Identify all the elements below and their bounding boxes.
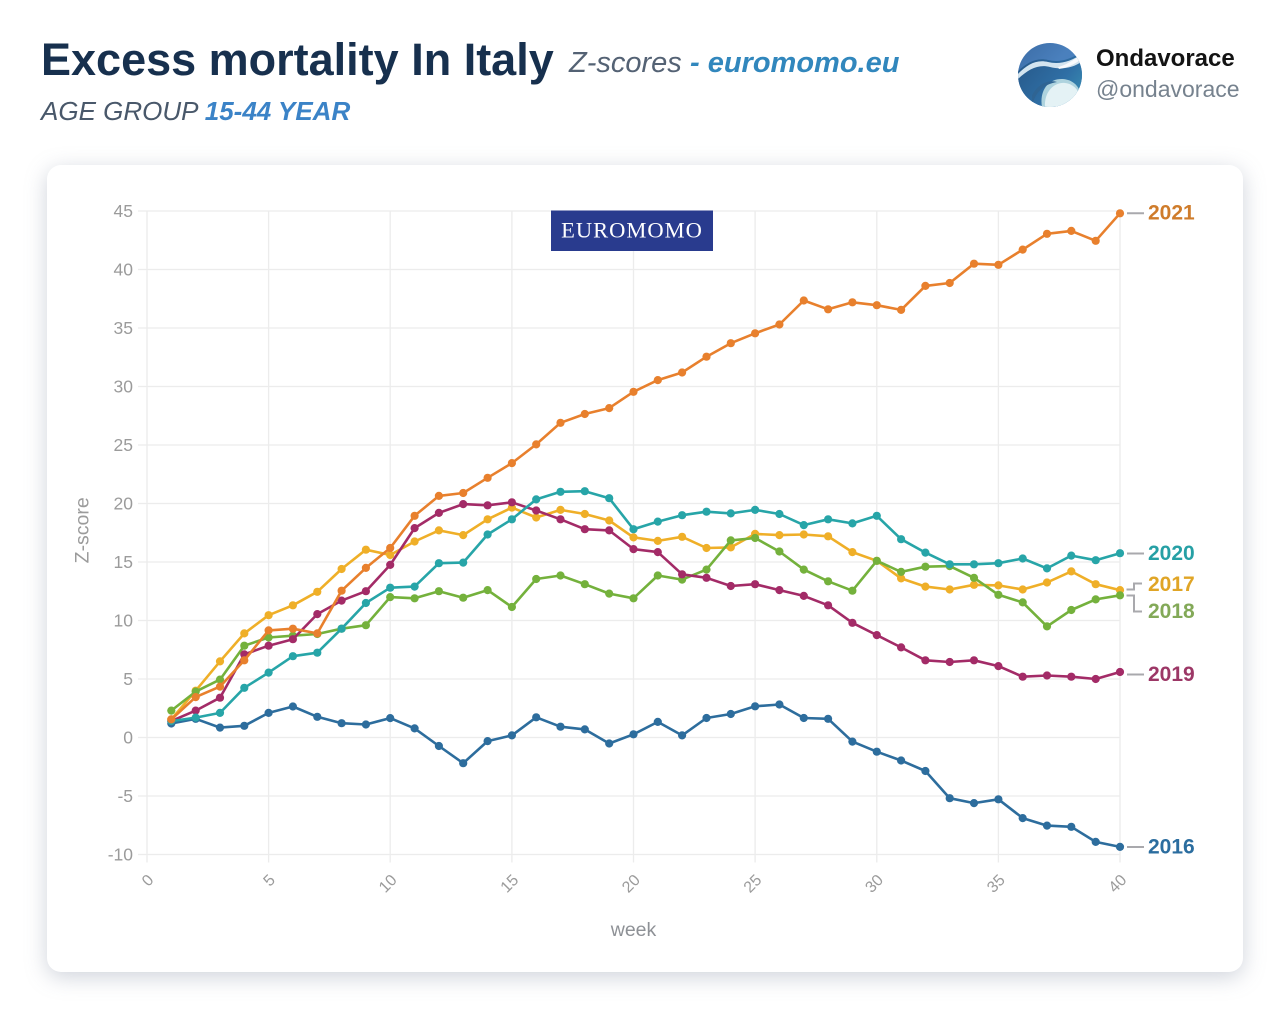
svg-text:2018: 2018 (1148, 600, 1195, 623)
svg-text:20: 20 (114, 494, 134, 514)
svg-text:30: 30 (862, 872, 887, 897)
svg-text:10: 10 (114, 611, 134, 631)
svg-text:-10: -10 (108, 845, 134, 865)
svg-text:15: 15 (114, 552, 133, 572)
svg-text:0: 0 (123, 728, 133, 748)
svg-text:2021: 2021 (1148, 202, 1195, 225)
svg-text:25: 25 (114, 435, 133, 455)
svg-text:2016: 2016 (1148, 836, 1195, 859)
svg-text:40: 40 (1106, 872, 1131, 897)
svg-text:10: 10 (376, 872, 401, 897)
svg-text:20: 20 (619, 872, 644, 897)
svg-text:5: 5 (261, 872, 279, 890)
svg-text:35: 35 (984, 872, 1009, 897)
svg-text:30: 30 (114, 377, 134, 397)
svg-text:2017: 2017 (1148, 573, 1195, 596)
svg-text:5: 5 (123, 669, 133, 689)
svg-text:35: 35 (114, 318, 133, 338)
svg-text:week: week (610, 919, 657, 941)
svg-text:EUROMOMO: EUROMOMO (561, 218, 703, 243)
svg-text:Z-score: Z-score (72, 497, 94, 563)
svg-text:45: 45 (114, 201, 133, 221)
svg-text:0: 0 (139, 872, 157, 890)
svg-text:-5: -5 (117, 786, 133, 806)
svg-text:40: 40 (114, 260, 134, 280)
svg-text:15: 15 (498, 872, 523, 897)
svg-text:2020: 2020 (1148, 542, 1195, 565)
svg-text:2019: 2019 (1148, 663, 1195, 686)
svg-text:25: 25 (741, 872, 766, 897)
